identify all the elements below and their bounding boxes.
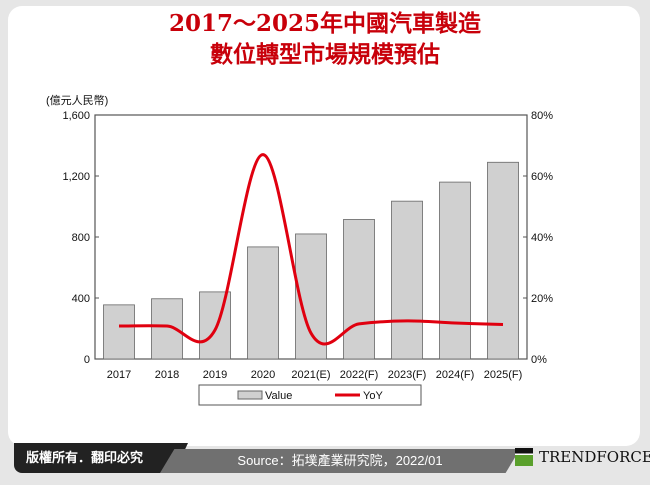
y-tick-label: 0 — [84, 354, 90, 366]
chart-title: 2017～2025年中國汽車製造 數位轉型市場規模預估 — [0, 8, 650, 70]
bar-2020 — [247, 246, 279, 360]
y2-tick-label: 80% — [531, 110, 553, 122]
bar-2024(F) — [439, 181, 471, 360]
x-tick-label: 2022(F) — [340, 369, 379, 381]
brand-name: TrendForce — [539, 448, 650, 466]
x-tick-label: 2025(F) — [484, 369, 523, 381]
x-tick-label: 2020 — [251, 369, 275, 381]
chart-card — [8, 6, 640, 446]
bar-2025(F) — [487, 161, 519, 360]
source-note: Source：拓墣產業研究院，2022/01 — [160, 449, 520, 473]
y-tick-label: 1,600 — [62, 110, 90, 122]
bar-2017 — [103, 304, 135, 360]
x-tick-label: 2023(F) — [388, 369, 427, 381]
title-line-1: 2017～2025年中國汽車製造 — [168, 10, 482, 37]
x-tick-label: 2017 — [107, 369, 131, 381]
x-tick-label: 2019 — [203, 369, 227, 381]
legend — [198, 384, 422, 406]
legend-yoy-label: YoY — [363, 390, 383, 402]
x-tick-label: 2018 — [155, 369, 179, 381]
x-tick-label: 2024(F) — [436, 369, 475, 381]
trendforce-logo-icon — [515, 448, 533, 466]
x-tick-label: 2021(E) — [291, 369, 330, 381]
y2-tick-label: 40% — [531, 232, 553, 244]
legend-value-swatch — [237, 390, 263, 400]
y2-tick-label: 60% — [531, 171, 553, 183]
bar-2023(F) — [391, 200, 423, 360]
copyright-notice: 版權所有．翻印必究 — [14, 443, 188, 473]
y-tick-label: 400 — [72, 293, 90, 305]
bar-2022(F) — [343, 219, 375, 360]
title-line-2: 數位轉型市場規模預估 — [210, 41, 440, 68]
y-tick-label: 1,200 — [62, 171, 90, 183]
y2-tick-label: 0% — [531, 354, 547, 366]
y-axis-label: (億元人民幣) — [46, 94, 108, 107]
legend-value-label: Value — [265, 390, 292, 402]
trendforce-logo: TrendForce — [515, 448, 650, 466]
y-tick-label: 800 — [72, 232, 90, 244]
y2-tick-label: 20% — [531, 293, 553, 305]
bar-2019 — [199, 291, 231, 360]
yoy-line — [118, 153, 504, 346]
